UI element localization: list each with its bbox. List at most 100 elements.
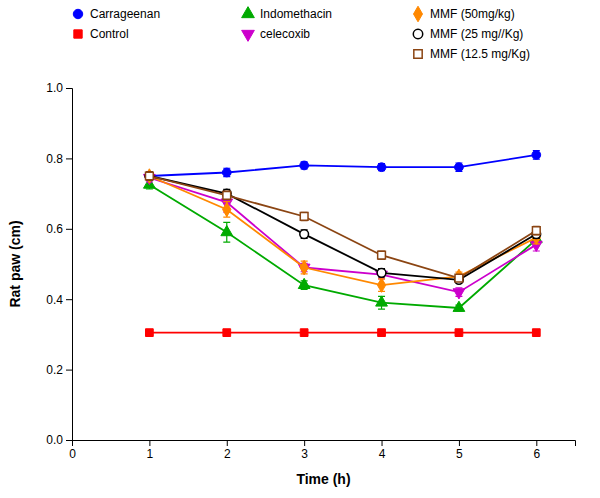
error-bar	[146, 172, 153, 180]
series	[143, 178, 542, 311]
series	[145, 172, 541, 285]
error-bar	[223, 202, 230, 217]
series-line	[149, 176, 536, 280]
x-axis-tick: 4	[379, 440, 386, 461]
point	[455, 163, 464, 172]
plot-area	[143, 151, 542, 337]
x-axis-tick-label: 3	[301, 447, 308, 461]
y-axis-tick-mark	[66, 229, 72, 230]
y-axis-tick: 0.8	[46, 152, 72, 166]
y-axis: 0.0 0.2 0.4 0.6 0.8 1.0	[46, 81, 72, 447]
point	[377, 268, 386, 277]
legend-marker	[73, 9, 82, 18]
point	[223, 202, 231, 216]
y-axis-tick-label: 0.6	[46, 222, 63, 236]
y-axis-title: Rat paw (cm)	[7, 220, 23, 307]
point	[300, 329, 308, 337]
y-axis-tick: 0.4	[46, 293, 72, 307]
point	[223, 329, 231, 337]
y-axis-tick-mark	[66, 88, 72, 89]
x-axis-tick-label: 1	[147, 447, 154, 461]
legend-marker	[242, 7, 255, 18]
legend: Carrageenan Control Indomethacin celecoxib M…	[73, 6, 530, 61]
point	[378, 329, 386, 337]
legend-item: Control	[74, 27, 129, 41]
error-bar	[301, 230, 308, 238]
x-axis-line	[73, 441, 576, 447]
x-axis-tick-mark	[149, 440, 150, 446]
point	[455, 269, 463, 283]
x-axis-tick-label: 2	[224, 447, 231, 461]
legend-marker	[413, 29, 422, 38]
y-axis-line	[66, 89, 73, 441]
y-axis-tick: 0.0	[46, 433, 72, 447]
x-axis-tick-mark	[459, 440, 460, 446]
point	[146, 172, 154, 180]
x-axis-tick-mark	[382, 440, 383, 446]
error-bar	[455, 163, 462, 171]
legend-marker	[74, 30, 82, 38]
error-bar	[223, 191, 230, 199]
chart: 0 1 2 3 4 5 6 0.0 0.2 0.4 0.6 0.8 1.0 Time (h) Rat paw…	[0, 0, 600, 498]
series-line	[149, 176, 536, 285]
legend-item: celecoxib	[242, 27, 311, 41]
legend-marker	[414, 6, 423, 22]
point	[222, 168, 231, 177]
x-axis-tick: 6	[533, 440, 540, 461]
y-axis-tick-label: 0.0	[46, 433, 63, 447]
point	[221, 226, 233, 236]
point	[300, 161, 309, 170]
legend-item: MMF (25 mg//Kg)	[413, 27, 523, 41]
x-axis-tick-mark	[536, 440, 537, 446]
y-axis-tick-label: 0.2	[46, 363, 63, 377]
point	[453, 289, 465, 299]
point	[145, 172, 154, 181]
error-bar	[378, 269, 385, 277]
y-axis-tick: 1.0	[46, 81, 72, 95]
point	[453, 301, 465, 311]
point	[455, 329, 463, 337]
series	[146, 329, 541, 337]
legend-item: Indomethacin	[242, 7, 332, 22]
series-line	[149, 176, 536, 278]
legend-label: Control	[90, 27, 129, 41]
y-axis-tick: 0.2	[46, 363, 72, 377]
y-axis-tick-mark	[66, 370, 72, 371]
error-bar	[146, 172, 153, 180]
x-axis-tick-mark	[227, 440, 228, 446]
x-axis-tick-label: 4	[379, 447, 386, 461]
x-axis-tick: 1	[147, 440, 154, 461]
error-bar	[301, 261, 308, 274]
series	[143, 174, 542, 299]
point	[377, 163, 386, 172]
series-line	[149, 155, 536, 176]
legend-label: MMF (25 mg//Kg)	[430, 27, 523, 41]
point	[223, 191, 231, 199]
x-axis-tick-label: 0	[69, 447, 76, 461]
x-axis-tick: 3	[301, 440, 308, 461]
x-axis-title: Time (h)	[296, 471, 350, 487]
x-axis-tick: 5	[456, 440, 463, 461]
y-axis-tick-mark	[66, 158, 72, 159]
point	[146, 329, 154, 337]
y-axis-tick-mark	[66, 299, 72, 300]
series	[146, 172, 541, 282]
legend-marker	[242, 30, 255, 41]
x-axis-tick-mark	[304, 440, 305, 446]
error-bar	[223, 168, 230, 176]
point	[377, 278, 385, 292]
point	[378, 251, 386, 259]
error-bar	[146, 172, 153, 180]
point	[455, 274, 463, 282]
y-axis-tick-label: 1.0	[46, 81, 63, 95]
legend-label: MMF (12.5 mg/Kg)	[430, 47, 530, 61]
legend-item: MMF (50mg/kg)	[414, 6, 515, 22]
point	[300, 213, 308, 221]
point	[300, 260, 308, 274]
legend-label: Carrageenan	[90, 7, 160, 21]
y-axis-tick-label: 0.8	[46, 152, 63, 166]
error-bar	[378, 251, 385, 259]
legend-label: celecoxib	[260, 27, 310, 41]
x-axis-tick-label: 6	[533, 447, 540, 461]
x-axis-tick: 2	[224, 440, 231, 461]
